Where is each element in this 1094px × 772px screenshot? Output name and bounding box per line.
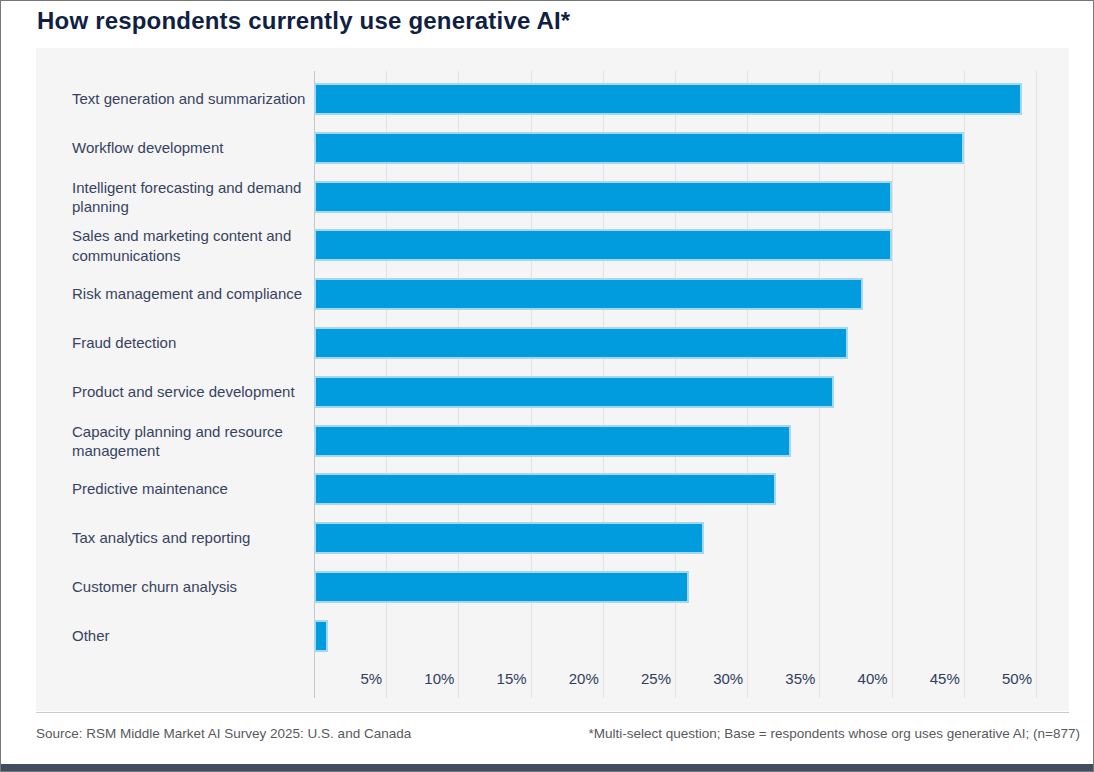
chart-row: Other (36, 620, 1069, 652)
x-tick-label: 50% (966, 670, 1032, 690)
bar-workflow-development (314, 132, 964, 164)
x-tick-label: 35% (749, 670, 815, 690)
bar-text-generation-and-summarization (314, 83, 1022, 115)
chart-row: Capacity planning and resource managemen… (36, 425, 1069, 457)
category-label: Other (72, 626, 310, 645)
chart-row: Fraud detection (36, 327, 1069, 359)
category-label: Intelligent forecasting and demand plann… (72, 177, 310, 215)
category-label: Risk management and compliance (72, 285, 310, 304)
chart-row: Tax analytics and reporting (36, 522, 1069, 554)
x-tick-label: 5% (316, 670, 382, 690)
bar-customer-churn-analysis (314, 571, 689, 603)
chart-row: Sales and marketing content and communic… (36, 229, 1069, 261)
category-label: Customer churn analysis (72, 577, 310, 596)
bar-product-and-service-development (314, 376, 834, 408)
bar-tax-analytics-and-reporting (314, 522, 704, 554)
bar-sales-and-marketing-content-and-communications (314, 229, 892, 261)
category-label: Workflow development (72, 138, 310, 157)
category-label: Capacity planning and resource managemen… (72, 421, 310, 459)
chart-figure: How respondents currently use generative… (0, 0, 1094, 772)
chart-row: Product and service development (36, 376, 1069, 408)
plot-area: 5% 10% 15% 20% 25% 30% 35% 40% 45% 50% Text genera… (36, 48, 1069, 711)
bar-intelligent-forecasting-and-demand-planning (314, 181, 892, 213)
category-label: Predictive maintenance (72, 480, 310, 499)
x-tick-label: 30% (677, 670, 743, 690)
source-note: Source: RSM Middle Market AI Survey 2025… (36, 726, 411, 741)
chart-row: Predictive maintenance (36, 473, 1069, 505)
bar-fraud-detection (314, 327, 848, 359)
category-label: Fraud detection (72, 333, 310, 352)
chart-row: Customer churn analysis (36, 571, 1069, 603)
x-tick-label: 45% (894, 670, 960, 690)
chart-row: Text generation and summarization (36, 83, 1069, 115)
bar-risk-management-and-compliance (314, 278, 863, 310)
methodology-note: *Multi-select question; Base = responden… (588, 726, 1080, 741)
bar-capacity-planning-and-resource-management (314, 425, 791, 457)
category-label: Product and service development (72, 382, 310, 401)
chart-title: How respondents currently use generative… (37, 7, 1057, 35)
chart-row: Workflow development (36, 132, 1069, 164)
category-label: Text generation and summarization (72, 89, 310, 108)
footer-divider (36, 712, 1069, 713)
bar-predictive-maintenance (314, 473, 776, 505)
x-tick-label: 20% (533, 670, 599, 690)
x-tick-label: 40% (822, 670, 888, 690)
x-tick-label: 15% (461, 670, 527, 690)
chart-row: Intelligent forecasting and demand plann… (36, 181, 1069, 213)
chart-row: Risk management and compliance (36, 278, 1069, 310)
bar-other (314, 620, 328, 652)
x-tick-label: 25% (605, 670, 671, 690)
category-label: Tax analytics and reporting (72, 529, 310, 548)
x-tick-label: 10% (388, 670, 454, 690)
bottom-accent-bar (1, 764, 1093, 771)
category-label: Sales and marketing content and communic… (72, 226, 310, 264)
